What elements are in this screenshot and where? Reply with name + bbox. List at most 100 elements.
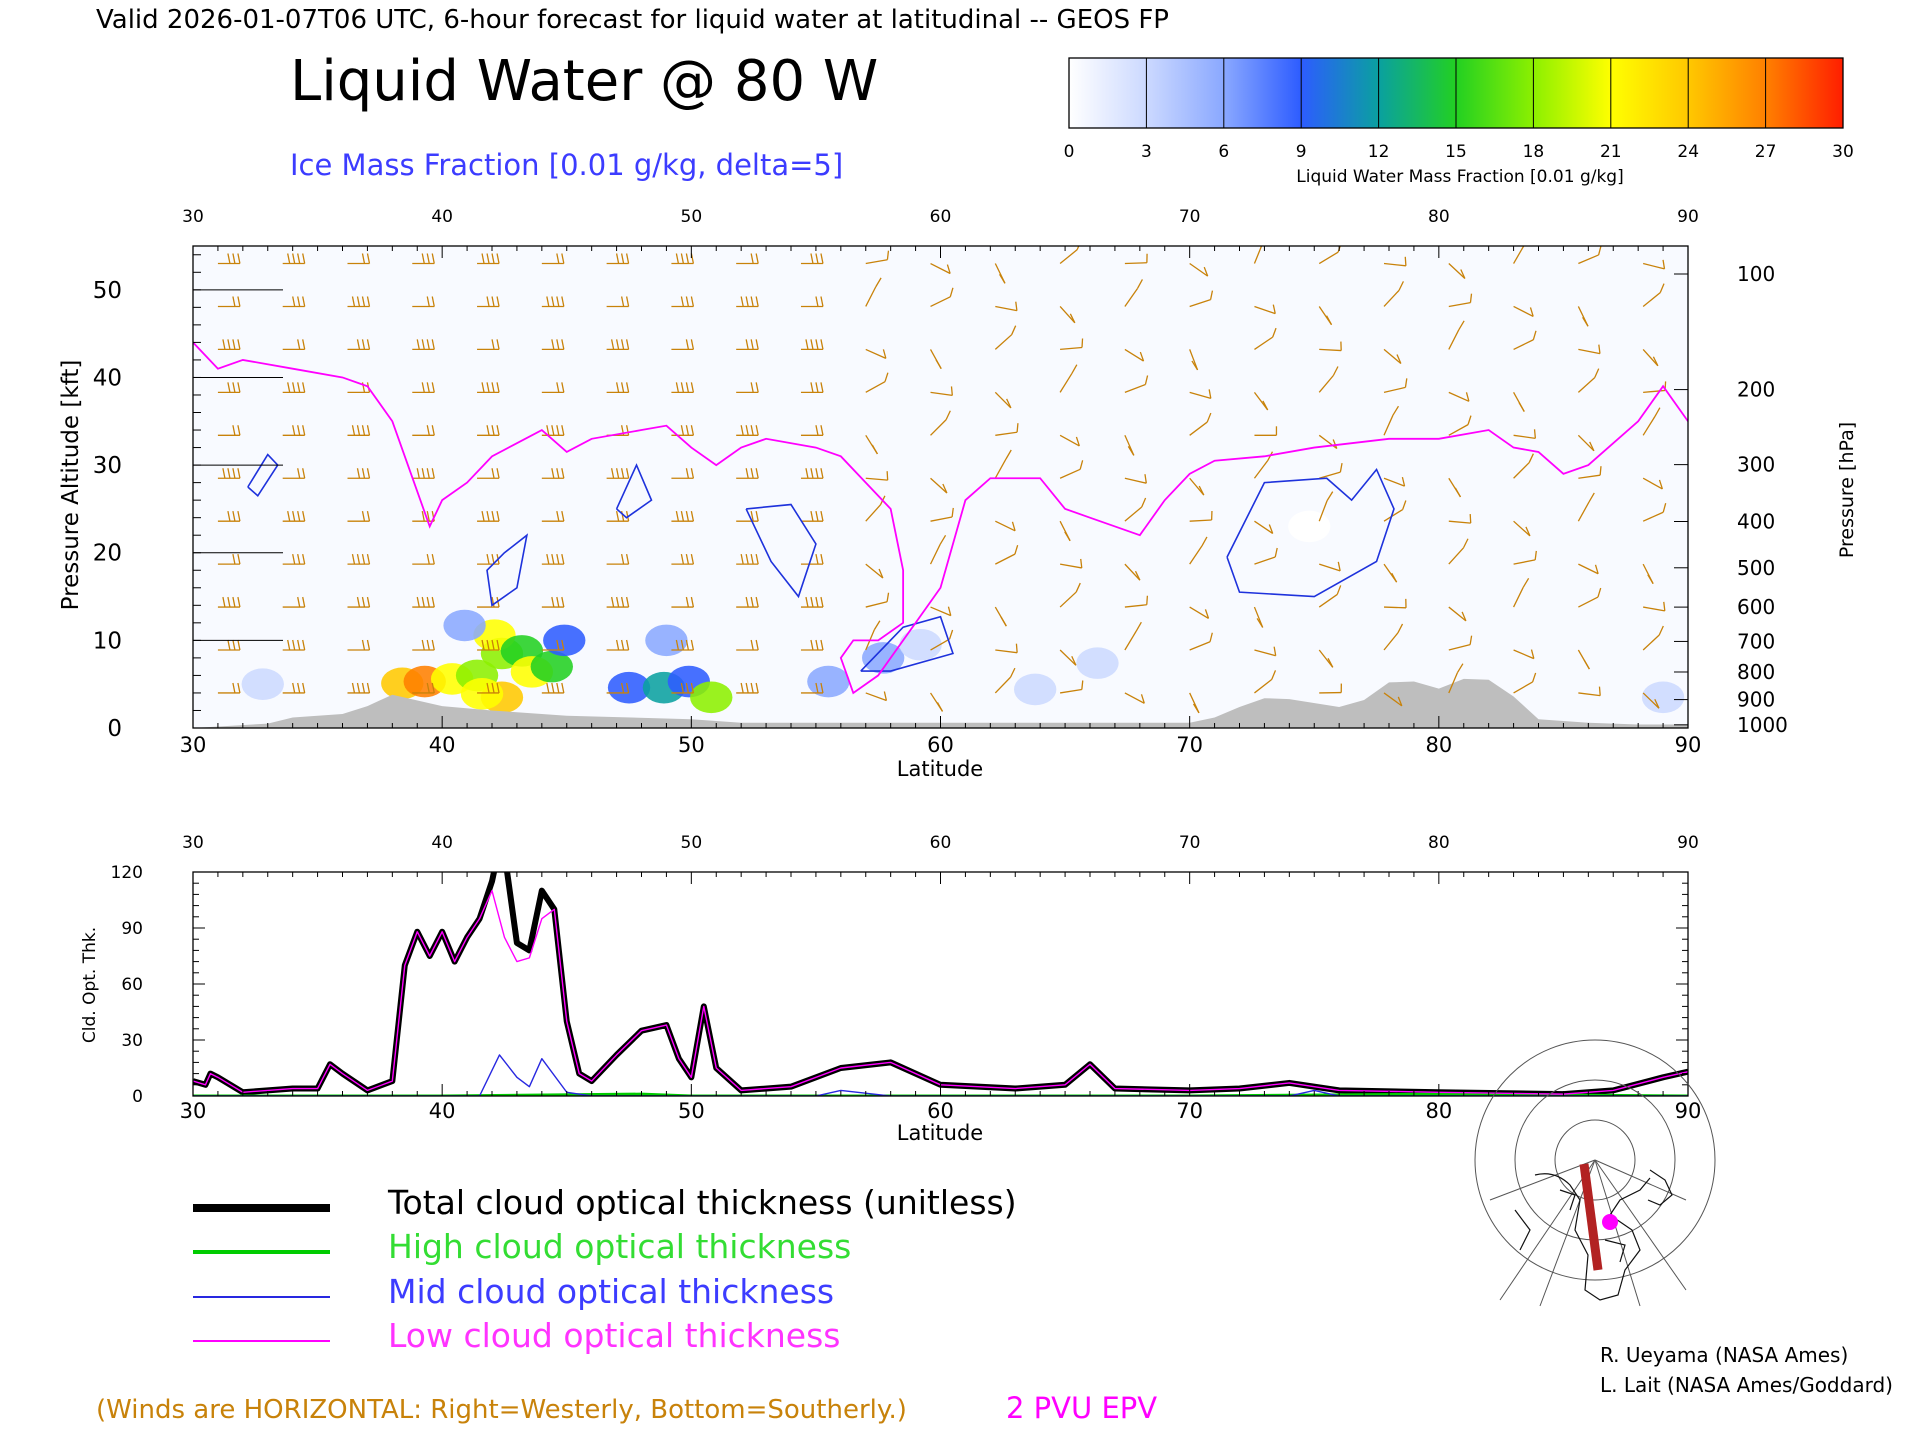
wind-barb-feather [551,553,555,565]
wind-barb-feather [297,339,301,350]
wind-barb [282,425,306,436]
wind-barb-feather [685,639,690,651]
wind-barb-feather [561,511,565,522]
terrain-layer [193,678,1688,728]
wind-barb-feather [936,702,944,712]
wind-barb [1513,429,1537,440]
wind-barb-feather [1469,635,1473,645]
wind-barb [800,682,824,694]
wind-barb-shaft [995,649,1018,654]
wind-barb-feather [1080,558,1083,569]
wind-barb-feather [1522,577,1530,588]
wind-barb-feather [1583,659,1590,670]
wind-barb-feather [740,682,744,694]
wind-barb [347,596,371,608]
wind-barb-feather [625,553,630,565]
wind-barb-feather [1397,623,1404,634]
wind-barb-shaft [1189,606,1209,619]
wind-barb-shaft [994,676,1012,694]
top-x-tick-label: 60 [927,733,954,757]
wind-barb-feather [680,553,685,565]
wind-barb-feather [815,682,819,694]
wind-barb-feather [292,253,296,264]
wind-barb-feather [1662,503,1667,513]
wind-barb [1512,577,1530,608]
wind-barb [1642,503,1667,522]
wind-barb [477,639,500,651]
wind-barb-feather [1014,544,1019,555]
wind-barb-shaft [865,286,877,307]
wind-barb-feather [561,468,565,479]
wind-barb-feather [886,592,890,602]
wind-barb [1448,477,1462,498]
wind-barb-shaft [930,477,948,494]
wind-barb [1513,246,1525,264]
wind-barb [1059,460,1084,479]
wind-barb-feather [491,511,495,522]
wind-barb-feather [556,339,560,350]
colorbar-tick-label: 3 [1141,142,1152,162]
wind-barb-feather [551,339,555,350]
wind-barb-feather [361,553,366,565]
wind-barb [606,682,630,694]
wind-barb-feather [1015,643,1018,653]
wind-barb-feather [426,468,430,479]
wind-barb [1254,304,1276,315]
low-optical-thickness-line [193,889,1688,1095]
wind-barb-shaft [1383,692,1403,707]
wind-barb-feather [815,553,819,565]
wind-barb-shaft [1643,606,1665,612]
wind-barb-feather [431,468,435,479]
wind-barb [1577,649,1590,670]
wind-barb-feather [287,511,291,522]
wind-barb-shaft [1383,606,1407,609]
wind-barb-feather [750,296,754,307]
wind-barb-shaft [1059,306,1076,324]
wind-barb [1513,520,1531,537]
liquid-water-cell [899,628,942,661]
wind-barb [1189,290,1214,308]
wind-barb [541,596,565,608]
wind-barb [1513,305,1534,318]
wind-barb-shaft [1448,644,1471,651]
wind-barb-feather [556,382,560,393]
wind-barb-shaft [1448,263,1466,280]
wind-barb [1513,649,1535,660]
wind-barb [282,339,306,351]
wind-barb-feather [815,511,819,522]
wind-barb-feather [1401,476,1406,487]
wind-barb [1319,341,1342,352]
wind-barb [800,511,824,522]
top-y-tick-label: 50 [93,278,122,304]
wind-barb-feather [237,382,241,393]
wind-barb-shaft [865,259,888,265]
wind-barb [1578,686,1601,697]
wind-barb-feather [486,639,490,651]
wind-barb [282,511,306,522]
wind-barb-feather [805,339,809,350]
wind-barb-feather [755,425,759,436]
wind-barb-shaft [1124,604,1147,608]
wind-barb-feather [815,382,819,393]
wind-barb [1578,563,1599,575]
wind-barb-feather [416,339,420,350]
wind-barb-shaft [994,458,1007,479]
wind-barb [865,592,890,608]
ice-contour [486,533,529,607]
wind-barb [1513,672,1537,694]
wind-barb-feather [1262,400,1269,411]
wind-barb-feather [1201,536,1208,547]
wind-barb [1642,477,1664,490]
wind-barb-feather [1458,320,1465,331]
wind-barb-feather [615,253,620,264]
wind-barb-shaft [1642,692,1660,709]
wind-barb [1124,375,1149,393]
wind-barb-shaft [1642,634,1660,651]
wind-barb-shaft [1643,389,1666,394]
wind-barb-feather [810,339,814,350]
wind-barb-feather [1525,526,1531,537]
colorbar-tick-label: 24 [1677,142,1699,162]
wind-barb-feather [227,596,231,608]
wind-barb-feather [356,425,361,436]
wind-barb [541,639,565,651]
